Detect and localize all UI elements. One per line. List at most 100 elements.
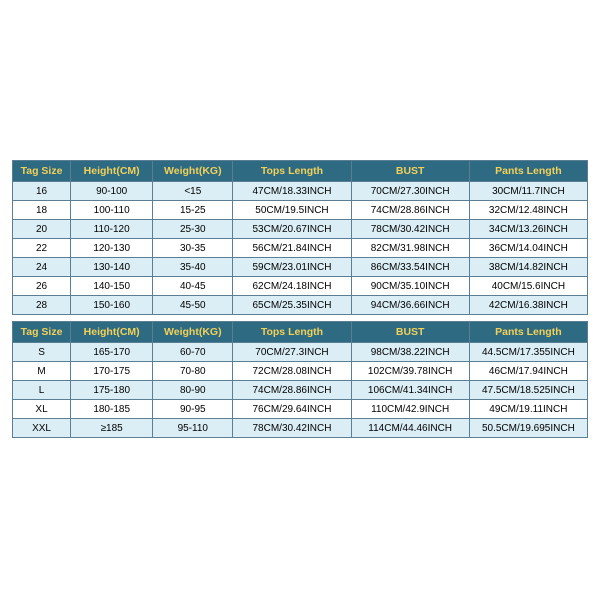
cell: L: [13, 381, 71, 400]
col-header: Tag Size: [13, 161, 71, 182]
cell: 90CM/35.10INCH: [351, 277, 469, 296]
table-row: 22 120-130 30-35 56CM/21.84INCH 82CM/31.…: [13, 239, 588, 258]
cell: 130-140: [71, 258, 153, 277]
table-row: XXL ≥185 95-110 78CM/30.42INCH 114CM/44.…: [13, 419, 588, 438]
table-row: 24 130-140 35-40 59CM/23.01INCH 86CM/33.…: [13, 258, 588, 277]
cell: 98CM/38.22INCH: [351, 343, 469, 362]
col-header: Tag Size: [13, 322, 71, 343]
cell: 30-35: [153, 239, 233, 258]
cell: 40-45: [153, 277, 233, 296]
cell: 53CM/20.67INCH: [233, 220, 351, 239]
cell: 165-170: [71, 343, 153, 362]
cell: ≥185: [71, 419, 153, 438]
cell: 60-70: [153, 343, 233, 362]
cell: 82CM/31.98INCH: [351, 239, 469, 258]
cell: 45-50: [153, 296, 233, 315]
col-header: Height(CM): [71, 322, 153, 343]
adults-header-row: Tag Size Height(CM) Weight(KG) Tops Leng…: [13, 322, 588, 343]
cell: 44.5CM/17.355INCH: [469, 343, 587, 362]
cell: 74CM/28.86INCH: [351, 201, 469, 220]
cell: 59CM/23.01INCH: [233, 258, 351, 277]
cell: 50.5CM/19.695INCH: [469, 419, 587, 438]
cell: 175-180: [71, 381, 153, 400]
cell: 42CM/16.38INCH: [469, 296, 587, 315]
cell: 46CM/17.94INCH: [469, 362, 587, 381]
cell: 18: [13, 201, 71, 220]
cell: S: [13, 343, 71, 362]
cell: 16: [13, 182, 71, 201]
cell: 56CM/21.84INCH: [233, 239, 351, 258]
cell: 74CM/28.86INCH: [233, 381, 351, 400]
cell: 24: [13, 258, 71, 277]
cell: 65CM/25.35INCH: [233, 296, 351, 315]
cell: 36CM/14.04INCH: [469, 239, 587, 258]
adults-size-table: Tag Size Height(CM) Weight(KG) Tops Leng…: [12, 321, 588, 438]
cell: 26: [13, 277, 71, 296]
cell: 102CM/39.78INCH: [351, 362, 469, 381]
cell: 70CM/27.30INCH: [351, 182, 469, 201]
cell: 170-175: [71, 362, 153, 381]
cell: 28: [13, 296, 71, 315]
table-row: S 165-170 60-70 70CM/27.3INCH 98CM/38.22…: [13, 343, 588, 362]
cell: 40CM/15.6INCH: [469, 277, 587, 296]
table-row: 26 140-150 40-45 62CM/24.18INCH 90CM/35.…: [13, 277, 588, 296]
size-tables-container: Tag Size Height(CM) Weight(KG) Tops Leng…: [12, 160, 588, 438]
cell: 76CM/29.64INCH: [233, 400, 351, 419]
table-row: M 170-175 70-80 72CM/28.08INCH 102CM/39.…: [13, 362, 588, 381]
kids-size-table: Tag Size Height(CM) Weight(KG) Tops Leng…: [12, 160, 588, 315]
cell: 47CM/18.33INCH: [233, 182, 351, 201]
cell: 140-150: [71, 277, 153, 296]
cell: 150-160: [71, 296, 153, 315]
table-row: 18 100-110 15-25 50CM/19.5INCH 74CM/28.8…: [13, 201, 588, 220]
cell: 70CM/27.3INCH: [233, 343, 351, 362]
col-header: Pants Length: [469, 161, 587, 182]
cell: <15: [153, 182, 233, 201]
cell: 15-25: [153, 201, 233, 220]
cell: 30CM/11.7INCH: [469, 182, 587, 201]
cell: 49CM/19.11INCH: [469, 400, 587, 419]
col-header: Pants Length: [469, 322, 587, 343]
cell: 95-110: [153, 419, 233, 438]
col-header: BUST: [351, 322, 469, 343]
cell: 47.5CM/18.525INCH: [469, 381, 587, 400]
table-row: 16 90-100 <15 47CM/18.33INCH 70CM/27.30I…: [13, 182, 588, 201]
table-row: XL 180-185 90-95 76CM/29.64INCH 110CM/42…: [13, 400, 588, 419]
cell: 120-130: [71, 239, 153, 258]
col-header: Height(CM): [71, 161, 153, 182]
cell: 25-30: [153, 220, 233, 239]
cell: 35-40: [153, 258, 233, 277]
cell: 78CM/30.42INCH: [233, 419, 351, 438]
cell: M: [13, 362, 71, 381]
col-header: BUST: [351, 161, 469, 182]
cell: 86CM/33.54INCH: [351, 258, 469, 277]
col-header: Tops Length: [233, 322, 351, 343]
kids-header-row: Tag Size Height(CM) Weight(KG) Tops Leng…: [13, 161, 588, 182]
table-row: L 175-180 80-90 74CM/28.86INCH 106CM/41.…: [13, 381, 588, 400]
cell: 78CM/30.42INCH: [351, 220, 469, 239]
cell: 34CM/13.26INCH: [469, 220, 587, 239]
cell: 114CM/44.46INCH: [351, 419, 469, 438]
col-header: Tops Length: [233, 161, 351, 182]
cell: 90-100: [71, 182, 153, 201]
cell: 180-185: [71, 400, 153, 419]
cell: 80-90: [153, 381, 233, 400]
cell: 110CM/42.9INCH: [351, 400, 469, 419]
cell: 70-80: [153, 362, 233, 381]
table-row: 20 110-120 25-30 53CM/20.67INCH 78CM/30.…: [13, 220, 588, 239]
cell: 100-110: [71, 201, 153, 220]
cell: 110-120: [71, 220, 153, 239]
cell: 72CM/28.08INCH: [233, 362, 351, 381]
cell: 94CM/36.66INCH: [351, 296, 469, 315]
cell: 90-95: [153, 400, 233, 419]
cell: 38CM/14.82INCH: [469, 258, 587, 277]
col-header: Weight(KG): [153, 322, 233, 343]
cell: XXL: [13, 419, 71, 438]
cell: 32CM/12.48INCH: [469, 201, 587, 220]
table-row: 28 150-160 45-50 65CM/25.35INCH 94CM/36.…: [13, 296, 588, 315]
cell: 50CM/19.5INCH: [233, 201, 351, 220]
cell: 20: [13, 220, 71, 239]
cell: 62CM/24.18INCH: [233, 277, 351, 296]
cell: 106CM/41.34INCH: [351, 381, 469, 400]
col-header: Weight(KG): [153, 161, 233, 182]
cell: XL: [13, 400, 71, 419]
